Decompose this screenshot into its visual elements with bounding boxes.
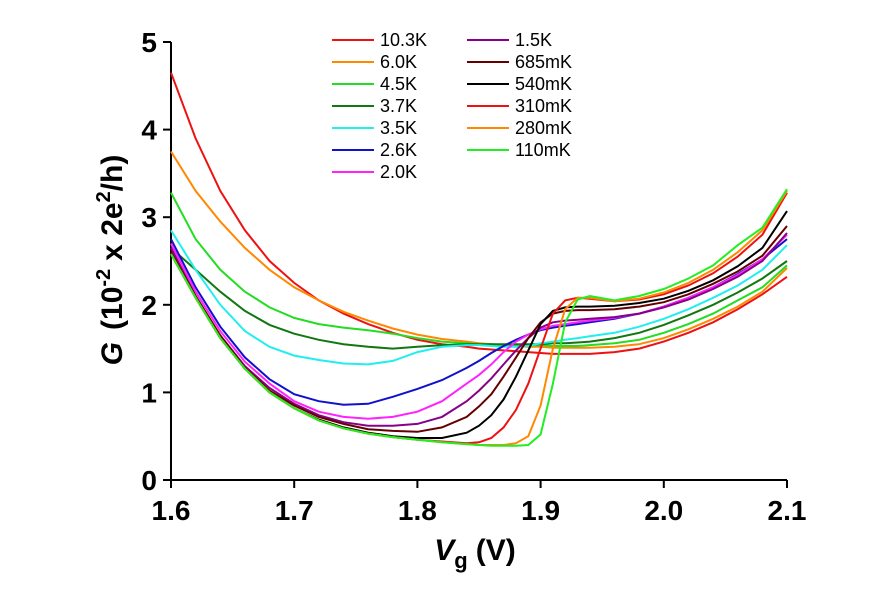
data-line [170, 247, 788, 350]
x-tick-label: 1.8 [398, 495, 437, 526]
data-line [170, 225, 788, 433]
legend-label: 3.5K [380, 118, 417, 138]
y-label-exp: -2 [93, 269, 115, 287]
legend-label: 310mK [515, 96, 572, 116]
y-tick-label: 2 [141, 290, 157, 321]
x-label-sub: g [454, 548, 467, 573]
legend-label: 280mK [515, 118, 572, 138]
legend-label: 4.5K [380, 74, 417, 94]
y-tick-label: 0 [141, 465, 157, 496]
legend-label: 110mK [515, 140, 571, 160]
y-tick-label: 5 [141, 27, 157, 58]
y-tick-label: 1 [141, 377, 157, 408]
legend-label: 10.3K [380, 30, 427, 50]
data-line [170, 232, 788, 427]
y-label-post: /h) [96, 155, 129, 192]
x-label-unit: (V) [476, 534, 516, 567]
legend-label: 685mK [515, 52, 572, 72]
y-label-exp2: 2 [93, 191, 115, 202]
y-axis-label: G (10-2 x 2e2/h) [93, 155, 129, 366]
legend-label: 1.5K [515, 30, 552, 50]
legend-label: 2.0K [380, 162, 417, 182]
x-tick-label: 1.9 [521, 495, 560, 526]
legend-label: 540mK [515, 74, 572, 94]
y-label-mid: x 2e [96, 202, 129, 260]
legend-label: 2.6K [380, 140, 417, 160]
x-tick-label: 1.7 [275, 495, 314, 526]
x-axis-label: Vg (V) [434, 534, 515, 573]
y-label-var: G [96, 342, 129, 365]
x-tick-label: 1.6 [152, 495, 191, 526]
data-line [170, 188, 788, 447]
y-tick-label: 4 [141, 115, 157, 146]
y-tick-label: 3 [141, 202, 157, 233]
legend-label: 3.7K [380, 96, 417, 116]
data-line [170, 150, 788, 349]
legend-label: 6.0K [380, 52, 417, 72]
x-label-var: V [434, 534, 457, 567]
x-tick-label: 2.0 [644, 495, 683, 526]
x-tick-label: 2.1 [768, 495, 807, 526]
data-line [170, 72, 788, 355]
data-line [170, 210, 788, 439]
y-label-pre: (10 [96, 287, 129, 330]
data-line [170, 192, 788, 347]
